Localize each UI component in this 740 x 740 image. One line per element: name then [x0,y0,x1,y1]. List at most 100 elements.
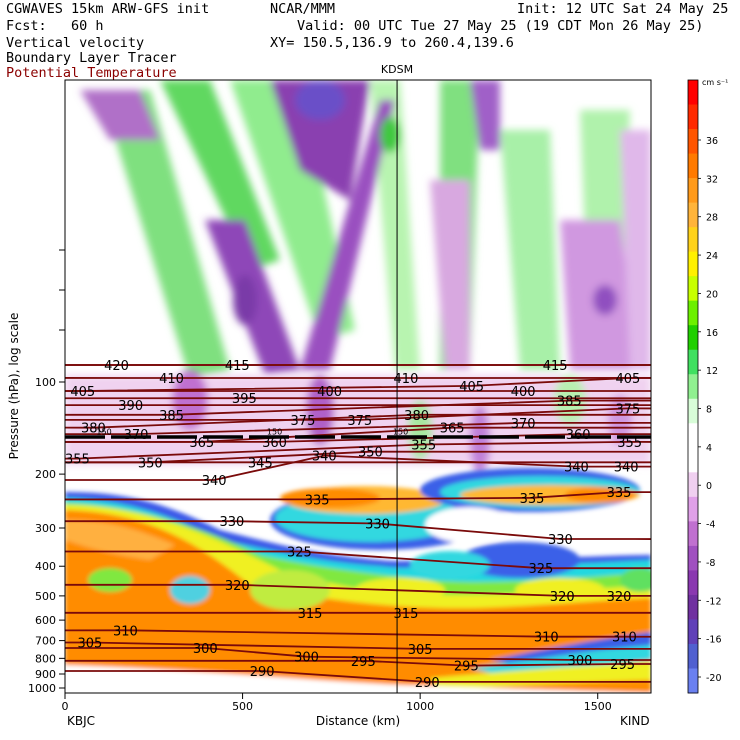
theta-label: 410 [394,372,419,387]
colorbar-swatch [688,202,698,228]
colorbar-label: 12 [706,366,718,377]
theta-label: 400 [317,385,342,400]
isentrope-385 [65,399,651,416]
colorbar-swatch [688,668,698,694]
plot-frame [64,79,652,694]
y-tick-label: 900 [35,668,56,681]
x-tick-label: 0 [62,700,69,713]
tracer-layer-lightorange [65,520,175,560]
wave-band-green [160,80,280,270]
theta-label: 400 [511,385,536,400]
x-axis-label: Distance (km) [316,714,400,728]
colorbar-label: -16 [706,635,722,646]
colorbar-swatch [688,423,698,449]
theta-label: 405 [616,372,641,387]
theta-label: 370 [124,428,149,443]
theta-label: 315 [394,607,419,622]
isentrope-380 [65,413,651,429]
theta-label: 340 [312,450,337,465]
theta-label: 300 [193,642,218,657]
theta-label: 405 [70,385,95,400]
isentrope-375 [65,407,651,421]
colorbar-label: 0 [706,481,712,492]
theta-label: 340 [614,461,639,476]
theta-label: 420 [104,359,129,374]
theta-label: 295 [351,655,376,670]
theta-label: 380 [404,409,429,424]
theta-label: 355 [411,438,436,453]
theta-label: 325 [287,545,312,560]
theta-label: 415 [543,359,568,374]
tracer-blob [410,551,490,579]
forecast-hour: Fcst: 60 h [6,18,104,34]
colorbar-label: 20 [706,289,718,300]
colorbar-label: 8 [706,405,712,416]
upper-wave-field [80,80,651,380]
theta-label: 395 [232,392,257,407]
colorbar-swatch [688,374,698,400]
colorbar-swatch [688,472,698,498]
theta-label: 325 [528,562,553,577]
wave-band-purple [470,80,500,150]
y-tick-label: 100 [35,376,56,389]
x-tick-label: 1000 [406,700,434,713]
colorbar-swatch [688,276,698,302]
theta-label: 310 [612,631,637,646]
tracer-label: 150 [96,427,111,436]
theta-label: 330 [220,515,245,530]
colorbar-label: 36 [706,136,718,147]
colorbar-label: -4 [706,520,715,531]
strat-patch [470,405,490,475]
wave-band-green [500,130,560,370]
wave-core-purple [593,285,617,315]
colorbar-label: -20 [706,673,722,684]
theta-label: 410 [159,372,184,387]
colorbar-swatch [688,496,698,522]
y-tick-label: 500 [35,590,56,603]
colorbar-swatch [688,349,698,375]
theta-label: 320 [225,579,250,594]
tracer-blob [88,568,132,592]
colorbar-swatch [688,570,698,596]
y-tick-label: 800 [35,652,56,665]
theta-label: 350 [138,456,163,471]
y-tick-label: 300 [35,522,56,535]
theta-label: 385 [557,395,582,410]
colorbar-swatch [688,227,698,253]
field-label-tracer: Boundary Layer Tracer [6,50,177,66]
colorbar-swatch [688,129,698,155]
wave-band-purple [80,90,160,140]
wave-band-green [230,80,355,340]
valid-time: Valid: 00 UTC Tue 27 May 25 (19 CDT Mon … [297,18,704,34]
init-time: Init: 12 UTC Sat 24 May 25 [517,1,729,17]
tracer-blob [250,570,330,610]
theta-label: 295 [454,660,479,675]
station-label-kdsm: KDSM [381,63,413,76]
colorbar-swatch [688,398,698,424]
field-label-vertical-velocity: Vertical velocity [6,35,145,51]
theta-label: 350 [358,446,383,461]
theta-label: 365 [440,422,465,437]
tracer-layer-orange [65,510,651,693]
colorbar-swatch [688,178,698,204]
isentrope-305 [65,641,651,650]
theta-label: 330 [365,517,390,532]
x-tick-label: 1500 [584,700,612,713]
theta-label: 335 [520,492,545,507]
theta-label: 330 [548,533,573,548]
colorbar-swatch [688,545,698,571]
colorbar-swatch [688,300,698,326]
wave-band-purple [430,180,470,370]
theta-label: 345 [248,456,273,471]
theta-label: 335 [607,486,632,501]
theta-label: 405 [459,380,484,395]
colorbar-label: -8 [706,558,715,569]
tracer-blob [565,487,635,503]
isentrope-325 [65,550,651,570]
isentrope-295 [65,659,651,667]
theta-label: 295 [610,658,635,673]
theta-label: 300 [568,654,593,669]
